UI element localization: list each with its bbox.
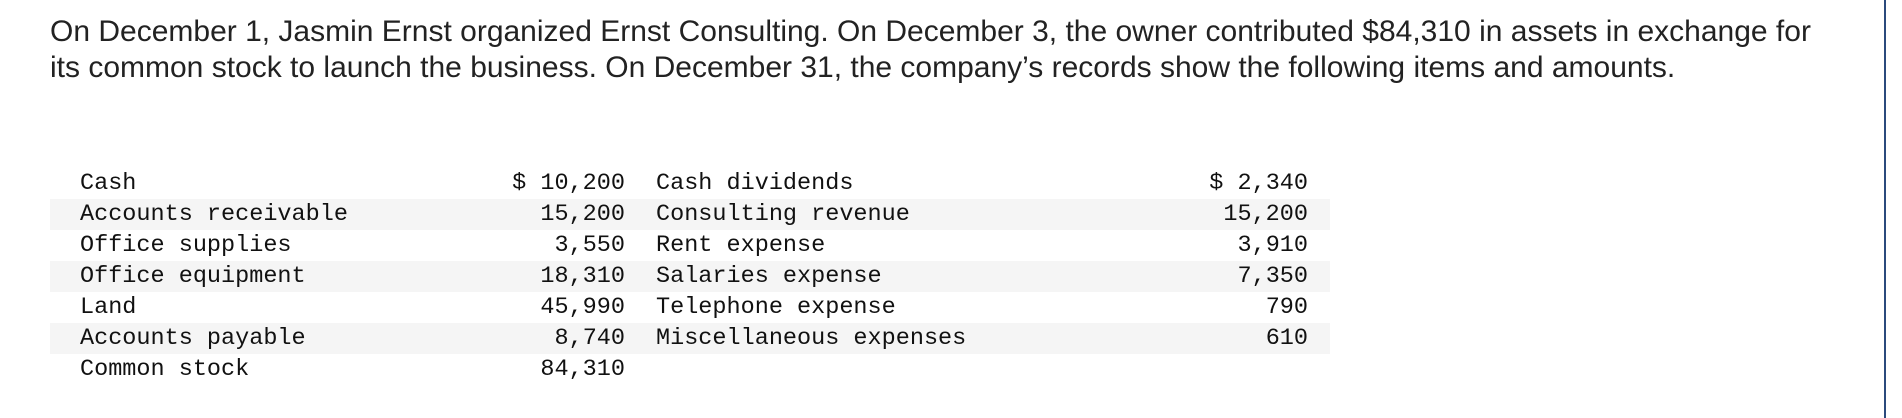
table-row: Office equipment 18,310 Salaries expense 7,… <box>50 261 1330 292</box>
item-label: Accounts payable <box>50 323 490 354</box>
item-amount: 3,550 <box>554 232 625 259</box>
item-amount: 15,200 <box>490 199 625 230</box>
item-amount: 18,310 <box>490 261 625 292</box>
item-amount: 7,350 <box>1076 261 1330 292</box>
item-label: Office equipment <box>50 261 490 292</box>
item-label: Salaries expense <box>625 261 1076 292</box>
items-table: Cash $ 10,200 Cash dividends $ 2,340 Account… <box>50 168 1330 385</box>
item-label: Telephone expense <box>656 294 896 321</box>
item-label: Land <box>80 294 137 321</box>
table-row: Cash $ 10,200 Cash dividends $ 2,340 <box>50 168 1330 199</box>
item-amount: 790 <box>1265 294 1308 321</box>
item-label: Common stock <box>80 356 250 383</box>
item-label: Consulting revenue <box>625 199 1076 230</box>
item-label: Accounts receivable <box>50 199 490 230</box>
item-amount: 84,310 <box>540 356 625 383</box>
item-label: Cash <box>80 170 137 197</box>
item-label: Office supplies <box>80 232 292 259</box>
panel-border <box>1884 0 1886 418</box>
item-amount: 8,740 <box>490 323 625 354</box>
table-row: Office supplies 3,550 Rent expense 3,910 <box>50 230 1330 261</box>
item-amount: 3,910 <box>1237 232 1308 259</box>
problem-text: On December 1, Jasmin Ernst organized Er… <box>50 15 1811 84</box>
item-amount: 15,200 <box>1076 199 1330 230</box>
empty-cell <box>1076 354 1330 385</box>
table-row: Common stock 84,310 <box>50 354 1330 385</box>
item-amount: $ 10,200 <box>512 170 625 197</box>
item-amount: $ 2,340 <box>1209 170 1308 197</box>
item-label: Rent expense <box>656 232 826 259</box>
item-label: Miscellaneous expenses <box>625 323 1076 354</box>
item-amount: 45,990 <box>540 294 625 321</box>
table-row: Accounts receivable 15,200 Consulting reve… <box>50 199 1330 230</box>
table-row: Accounts payable 8,740 Miscellaneous expen… <box>50 323 1330 354</box>
table-row: Land 45,990 Telephone expense 790 <box>50 292 1330 323</box>
item-amount: 610 <box>1076 323 1330 354</box>
empty-cell <box>625 354 1076 385</box>
item-label: Cash dividends <box>656 170 854 197</box>
